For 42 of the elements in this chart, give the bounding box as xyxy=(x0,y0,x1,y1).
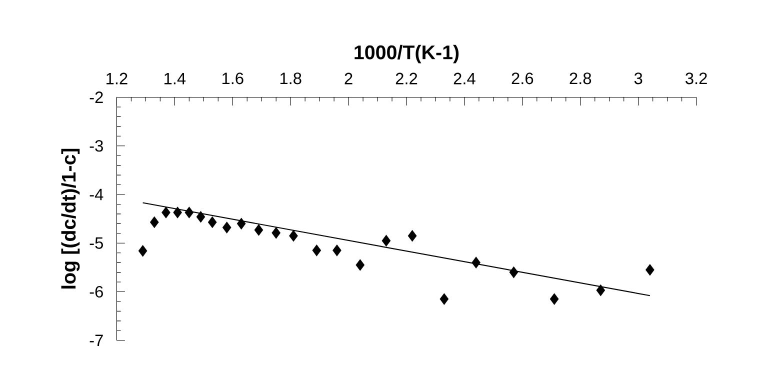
point xyxy=(332,244,342,256)
point xyxy=(222,222,232,234)
point xyxy=(289,230,298,242)
point xyxy=(472,256,480,268)
y-tick-label: -6 xyxy=(90,286,103,298)
point xyxy=(272,227,280,239)
point xyxy=(236,218,246,230)
x-tick-label: 1.4 xyxy=(164,72,186,84)
x-tick-label: 1.2 xyxy=(106,72,128,84)
point xyxy=(208,216,217,228)
y-axis-title: log [(dc/dt)/1-c] xyxy=(61,148,80,289)
y-tick-label: -7 xyxy=(90,334,103,346)
point xyxy=(254,224,264,236)
point xyxy=(509,266,518,278)
x-tick-label: 2.2 xyxy=(396,72,418,84)
point xyxy=(440,293,449,305)
x-tick-label: 2.8 xyxy=(570,72,592,84)
x-axis-title: 1000/T(K-1) xyxy=(354,44,459,64)
point xyxy=(162,206,170,218)
point xyxy=(150,216,159,228)
point xyxy=(184,206,194,218)
y-tick-label: -4 xyxy=(90,188,104,200)
point xyxy=(312,244,322,256)
point xyxy=(173,206,182,218)
point xyxy=(550,293,559,305)
point xyxy=(596,284,606,296)
y-tick-label: -5 xyxy=(90,237,103,249)
x-tick-label: 3 xyxy=(634,72,642,84)
y-tick-label: -3 xyxy=(90,140,103,152)
x-tick-label: 2.4 xyxy=(454,72,476,84)
point xyxy=(138,245,148,257)
x-tick-label: 1.8 xyxy=(280,72,302,84)
x-tick-label: 2 xyxy=(344,72,352,84)
x-tick-label: 3.2 xyxy=(686,72,707,84)
point xyxy=(646,264,654,276)
y-tick-label: -2 xyxy=(90,92,103,103)
x-tick-label: 2.6 xyxy=(512,72,534,84)
x-tick-label: 1.6 xyxy=(222,72,244,84)
point xyxy=(356,259,365,271)
point xyxy=(408,230,417,242)
point xyxy=(196,211,206,223)
point xyxy=(382,234,391,246)
